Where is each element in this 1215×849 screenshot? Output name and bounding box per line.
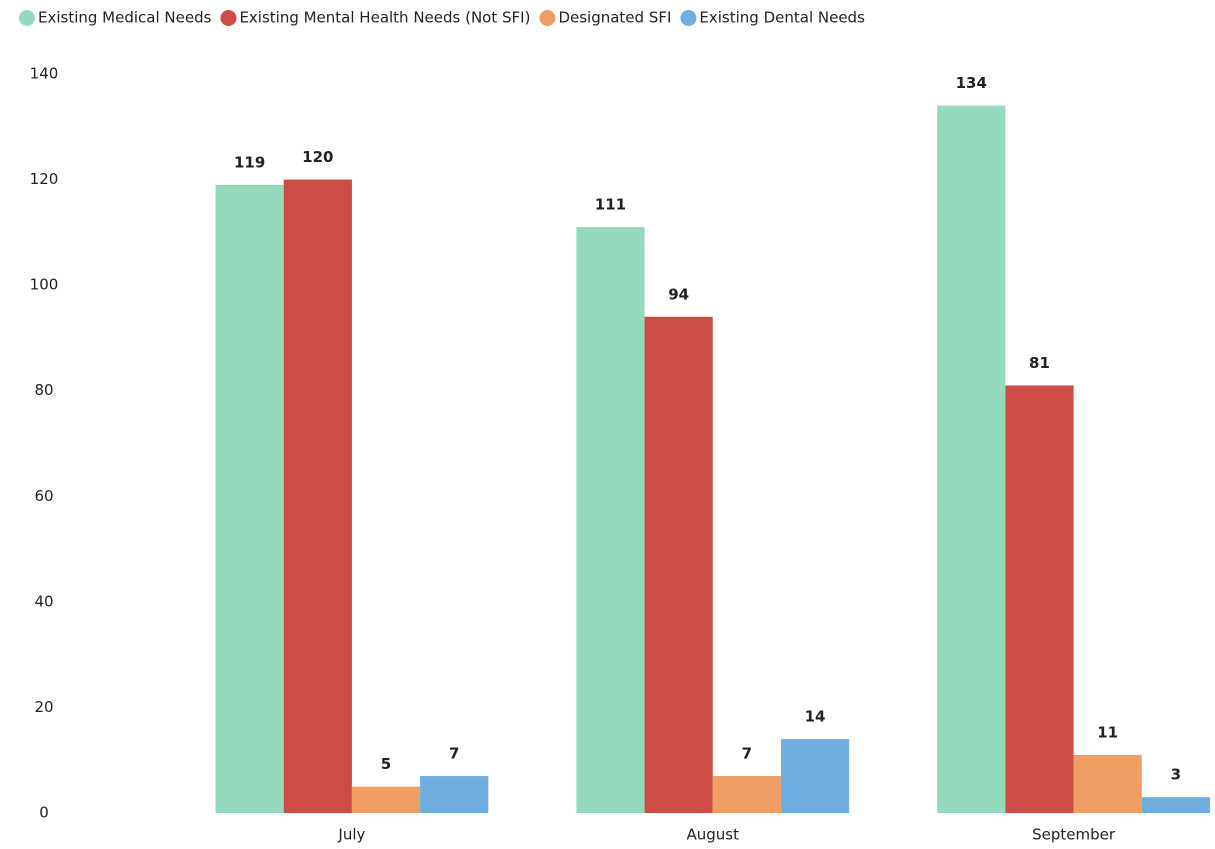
data-label: 7 [742,745,752,763]
bar [420,776,489,813]
bar [1141,797,1210,813]
bar [283,179,352,814]
bar [644,316,713,813]
x-tick-label: August [687,826,740,844]
legend-label: Existing Mental Health Needs (Not SFI) [239,9,530,27]
bar [937,105,1006,813]
y-tick-label: 100 [30,276,59,294]
data-label: 81 [1029,354,1050,372]
bar [215,184,284,814]
bar [1005,385,1074,813]
data-label: 3 [1171,766,1181,784]
y-tick-label: 140 [30,65,59,83]
bar [1073,754,1142,813]
data-label: 11 [1097,723,1118,741]
legend-marker [220,10,237,26]
x-tick-label: July [337,826,365,844]
legend-marker [680,10,697,26]
x-tick-label: September [1032,826,1116,844]
y-tick-label: 20 [34,698,53,716]
legend-marker [19,10,35,26]
legend-label: Existing Medical Needs [38,9,212,27]
data-label: 94 [668,285,689,303]
legend-label: Designated SFI [558,9,671,27]
data-label: 7 [449,745,459,763]
bar [780,739,850,813]
y-tick-label: 120 [30,170,59,188]
data-label: 14 [805,708,826,726]
legend-label: Existing Dental Needs [699,9,865,27]
data-label: 120 [302,148,333,166]
data-label: 111 [595,196,626,214]
data-label: 134 [956,74,987,92]
bar [576,227,645,814]
data-label: 5 [381,755,391,773]
legend-marker [539,10,556,26]
y-tick-label: 0 [39,804,49,822]
bar [712,776,781,813]
y-tick-label: 80 [34,381,53,399]
y-tick-label: 60 [34,487,53,505]
bar [351,786,421,813]
y-tick-label: 40 [34,592,53,610]
data-label: 119 [234,153,265,171]
